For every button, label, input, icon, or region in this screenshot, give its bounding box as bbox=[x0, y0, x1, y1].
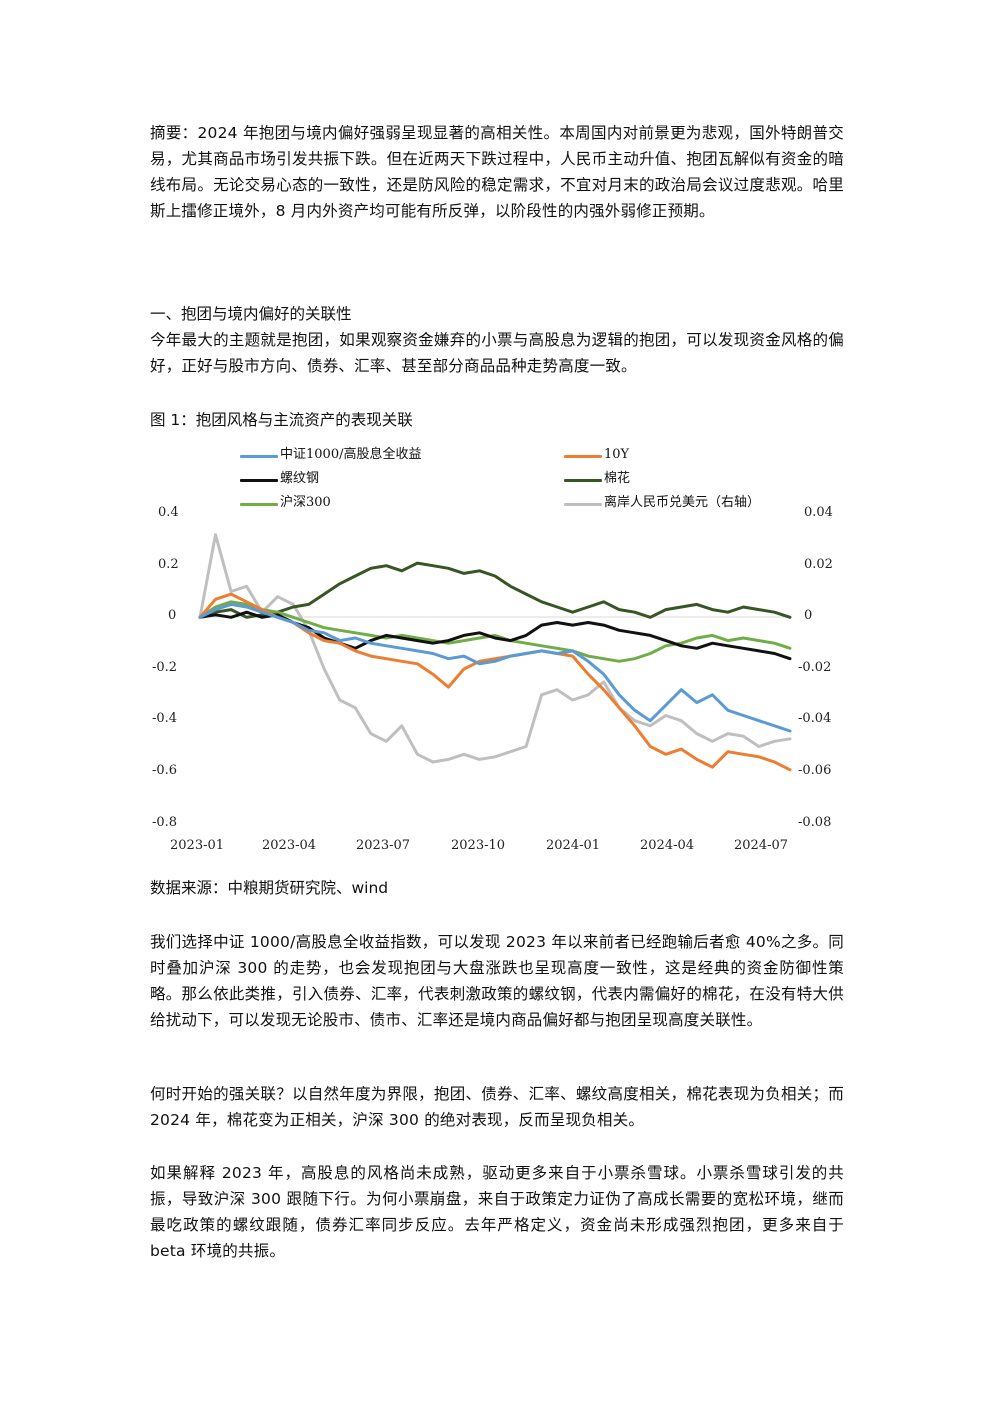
y-right-tick: -0.08 bbox=[798, 815, 832, 830]
legend-label-10y: 10Y bbox=[604, 447, 630, 462]
series-cotton-line bbox=[198, 561, 792, 619]
y-left-tick: -0.6 bbox=[152, 763, 178, 778]
x-tick: 2024-01 bbox=[546, 838, 601, 853]
x-tick: 2023-10 bbox=[451, 838, 506, 853]
x-tick: 2023-04 bbox=[262, 838, 317, 853]
legend-swatch-10y bbox=[564, 455, 602, 458]
y-left-tick: 0.2 bbox=[158, 557, 179, 572]
y-left-tick: -0.8 bbox=[152, 815, 178, 830]
y-left-tick: 0 bbox=[168, 608, 177, 623]
section-intro-paragraph: 今年最大的主题就是抱团，如果观察资金嫌弃的小票与高股息为逻辑的抱团，可以发现资金… bbox=[150, 331, 844, 375]
legend-label-cotton: 棉花 bbox=[604, 471, 631, 486]
y-right-tick: -0.04 bbox=[798, 711, 832, 726]
x-tick: 2023-01 bbox=[170, 838, 225, 853]
figure-caption: 图 1：抱团风格与主流资产的表现关联 bbox=[150, 411, 413, 429]
x-tick: 2024-04 bbox=[640, 838, 695, 853]
body-paragraph-2: 何时开始的强关联？以自然年度为界限，抱团、债券、汇率、螺纹高度相关，棉花表现为负… bbox=[150, 1085, 844, 1129]
y-right-tick: 0 bbox=[804, 608, 813, 623]
x-tick: 2024-07 bbox=[734, 838, 789, 853]
y-right-tick: -0.02 bbox=[798, 660, 832, 675]
legend-swatch-rebar bbox=[240, 479, 278, 482]
legend-swatch-cnh bbox=[564, 503, 602, 506]
y-left-tick: -0.4 bbox=[152, 711, 178, 726]
series-zz1000-line bbox=[198, 602, 792, 733]
series-hs300-line bbox=[198, 600, 792, 663]
legend-swatch-zz1000 bbox=[240, 455, 278, 458]
body-paragraph-1: 我们选择中证 1000/高股息全收益指数，可以发现 2023 年以来前者已经跑输… bbox=[150, 933, 844, 1029]
y-right-tick: 0.04 bbox=[804, 505, 833, 520]
y-right-tick: -0.06 bbox=[798, 763, 832, 778]
y-right-tick: 0.02 bbox=[804, 557, 833, 572]
series-cnh-line bbox=[198, 533, 792, 764]
figure-source: 数据来源：中粮期货研究院、wind bbox=[150, 879, 389, 897]
y-left-tick: -0.2 bbox=[152, 660, 178, 675]
legend-label-hs300: 沪深300 bbox=[280, 495, 331, 510]
summary-paragraph: 摘要：2024 年抱团与境内偏好强弱呈现显著的高相关性。本周国内对前景更为悲观，… bbox=[150, 124, 844, 220]
x-tick: 2023-07 bbox=[356, 838, 411, 853]
legend-swatch-hs300 bbox=[240, 503, 278, 506]
legend-label-zz1000: 中证1000/高股息全收益 bbox=[280, 447, 422, 462]
legend-label-rebar: 螺纹钢 bbox=[280, 471, 320, 486]
section-heading: 一、抱团与境内偏好的关联性 bbox=[150, 305, 352, 323]
body-paragraph-3: 如果解释 2023 年，高股息的风格尚未成熟，驱动更多来自于小票杀雪球。小票杀雪… bbox=[150, 1164, 844, 1260]
legend-label-cnh: 离岸人民币兑美元（右轴） bbox=[604, 495, 761, 510]
legend-swatch-cotton bbox=[564, 479, 602, 482]
y-left-tick: 0.4 bbox=[158, 505, 179, 520]
series-layer bbox=[198, 533, 792, 772]
